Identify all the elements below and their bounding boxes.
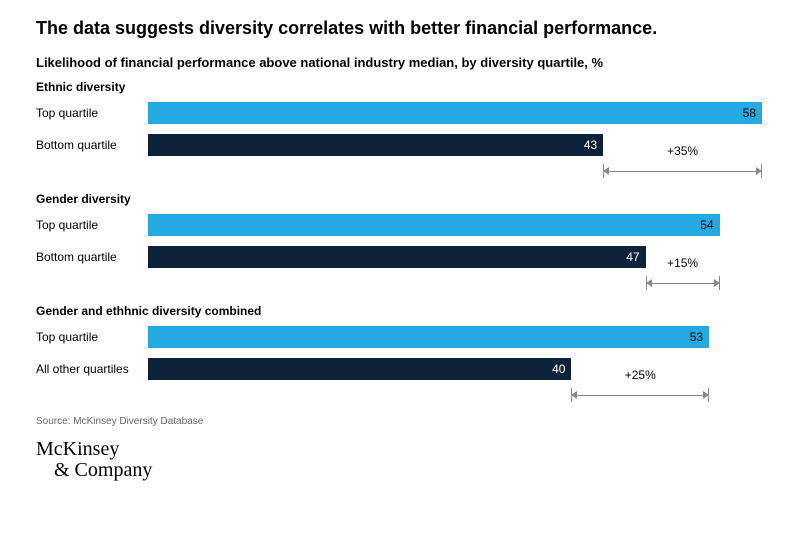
diff-bracket — [603, 164, 762, 178]
bar-label: Bottom quartile — [36, 138, 148, 152]
chart-group: Ethnic diversity Top quartile 58 Bottom qua… — [36, 80, 762, 186]
bar-value: 47 — [626, 250, 639, 264]
diff-area: +15% — [148, 276, 762, 298]
chart-group: Gender diversity Top quartile 54 Bottom qua… — [36, 192, 762, 298]
bar-row: Top quartile 54 — [36, 212, 762, 238]
bar-area: 58 — [148, 102, 762, 124]
logo-line1: McKinsey — [36, 439, 762, 460]
mckinsey-logo: McKinsey & Company — [36, 439, 762, 481]
diff-label: +25% — [625, 368, 656, 382]
bar-label: Top quartile — [36, 106, 148, 120]
chart-group: Gender and ethhnic diversity combined Top… — [36, 304, 762, 410]
bar-label: Top quartile — [36, 330, 148, 344]
source-text: Source: McKinsey Diversity Database — [36, 416, 762, 427]
diff-bracket — [646, 276, 720, 290]
bar-area: 40 — [148, 358, 762, 380]
bar-area: 53 — [148, 326, 762, 348]
chart-container: Ethnic diversity Top quartile 58 Bottom qua… — [36, 80, 762, 410]
bar-row: Bottom quartile 47 — [36, 244, 762, 270]
top-quartile-bar: 58 — [148, 102, 762, 124]
diff-row: +35% — [36, 164, 762, 186]
group-title: Ethnic diversity — [36, 80, 762, 94]
bar-label: All other quartiles — [36, 362, 148, 376]
bar-value: 54 — [700, 218, 713, 232]
bar-row: Top quartile 53 — [36, 324, 762, 350]
bottom-quartile-bar: 43 — [148, 134, 603, 156]
bar-value: 40 — [552, 362, 565, 376]
bar-area: 54 — [148, 214, 762, 236]
bar-row: Bottom quartile 43 — [36, 132, 762, 158]
bar-value: 58 — [743, 106, 756, 120]
diff-label: +15% — [667, 256, 698, 270]
bar-value: 53 — [690, 330, 703, 344]
chart-subtitle: Likelihood of financial performance abov… — [36, 55, 762, 70]
top-quartile-bar: 53 — [148, 326, 709, 348]
diff-label: +35% — [667, 144, 698, 158]
bar-label: Bottom quartile — [36, 250, 148, 264]
bar-value: 43 — [584, 138, 597, 152]
bar-row: Top quartile 58 — [36, 100, 762, 126]
diff-area: +35% — [148, 164, 762, 186]
diff-row: +25% — [36, 388, 762, 410]
diff-bracket — [571, 388, 709, 402]
bottom-quartile-bar: 47 — [148, 246, 646, 268]
bottom-quartile-bar: 40 — [148, 358, 571, 380]
bar-label: Top quartile — [36, 218, 148, 232]
top-quartile-bar: 54 — [148, 214, 720, 236]
chart-title: The data suggests diversity correlates w… — [36, 18, 762, 39]
diff-area: +25% — [148, 388, 762, 410]
logo-line2: & Company — [36, 460, 762, 481]
group-title: Gender diversity — [36, 192, 762, 206]
diff-row: +15% — [36, 276, 762, 298]
group-title: Gender and ethhnic diversity combined — [36, 304, 762, 318]
